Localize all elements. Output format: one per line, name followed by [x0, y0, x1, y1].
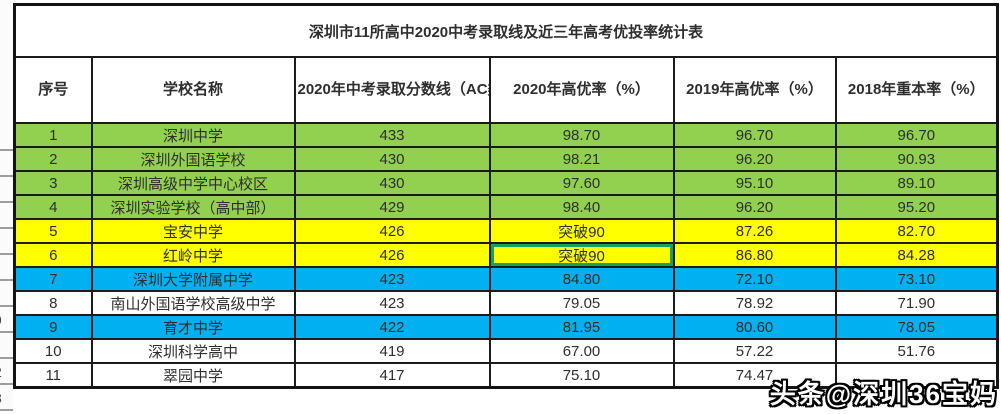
rate-2018-cell[interactable]: 73.10 [834, 266, 999, 292]
score-cell[interactable]: 430 [293, 146, 491, 172]
rank-cell[interactable]: 9 [13, 314, 93, 340]
rank-cell[interactable]: 4 [13, 194, 93, 220]
school-cell[interactable]: 深圳大学附属中学 [90, 266, 296, 292]
school-cell[interactable]: 翠园中学 [90, 362, 296, 389]
rate-2020-cell[interactable]: 81.95 [488, 314, 675, 340]
gutter-row-lines [0, 125, 13, 412]
rate-2019-cell[interactable]: 95.10 [672, 170, 837, 196]
score-cell[interactable]: 423 [293, 290, 491, 316]
rate-2019-cell[interactable]: 86.80 [672, 242, 837, 268]
table-title-cell[interactable]: 深圳市11所高中2020中考录取线及近三年高考优投率统计表 [13, 3, 999, 58]
table-row: 7 深圳大学附属中学 423 84.80 72.10 73.10 [13, 266, 999, 292]
rate-2019-cell[interactable]: 96.20 [672, 146, 837, 172]
score-cell[interactable]: 433 [293, 122, 491, 148]
selected-cell[interactable]: 突破90 [488, 242, 675, 268]
rate-2018-cell[interactable]: 51.76 [834, 338, 999, 364]
rate-2018-cell[interactable]: 90.93 [834, 146, 999, 172]
table-row: 8 南山外国语学校高级中学 423 79.05 78.92 71.90 [13, 290, 999, 316]
school-cell[interactable]: 深圳实验学校（高中部） [90, 194, 296, 220]
gutter-row-number-fragment: 2 [0, 359, 12, 385]
gutter-row-number-fragment: 9 [0, 307, 12, 333]
score-cell[interactable]: 430 [293, 170, 491, 196]
school-cell[interactable]: 南山外国语学校高级中学 [90, 290, 296, 316]
rate-2020-cell[interactable]: 84.80 [488, 266, 675, 292]
rate-2019-cell[interactable]: 96.70 [672, 122, 837, 148]
col-header-score[interactable]: 2020年中考录取分数线（AC类） [293, 56, 491, 124]
rate-2018-cell[interactable]: 78.05 [834, 314, 999, 340]
rate-2019-cell[interactable]: 74.47 [672, 362, 837, 389]
row-gutter: 9 2 3 [0, 0, 13, 414]
rank-cell[interactable]: 5 [13, 218, 93, 244]
table-row: 11 翠园中学 417 75.10 74.47 [13, 362, 999, 389]
school-cell[interactable]: 育才中学 [90, 314, 296, 340]
rate-2020-cell[interactable]: 79.05 [488, 290, 675, 316]
rank-cell[interactable]: 6 [13, 242, 93, 268]
col-header-school[interactable]: 学校名称 [90, 56, 296, 124]
school-cell[interactable]: 深圳科学高中 [90, 338, 296, 364]
rate-2020-cell[interactable]: 98.40 [488, 194, 675, 220]
school-cell[interactable]: 深圳高级中学中心校区 [90, 170, 296, 196]
rate-2019-cell[interactable]: 72.10 [672, 266, 837, 292]
rank-cell[interactable]: 11 [13, 362, 93, 389]
rate-2018-cell[interactable]: 89.10 [834, 170, 999, 196]
rank-cell[interactable]: 8 [13, 290, 93, 316]
table-row: 2 深圳外国语学校 430 98.21 96.20 90.93 [13, 146, 999, 172]
rank-cell[interactable]: 3 [13, 170, 93, 196]
col-header-rate-2020[interactable]: 2020年高优率（%） [488, 56, 675, 124]
rate-2018-cell[interactable]: 96.70 [834, 122, 999, 148]
col-header-rate-2019[interactable]: 2019年高优率（%） [672, 56, 837, 124]
rank-cell[interactable]: 10 [13, 338, 93, 364]
gutter-row-number-fragment: 3 [0, 385, 12, 411]
col-header-rate-2018[interactable]: 2018年重本率（%） [834, 56, 999, 124]
col-header-rank[interactable]: 序号 [13, 56, 93, 124]
table-row: 10 深圳科学高中 419 67.00 57.22 51.76 [13, 338, 999, 364]
score-cell[interactable]: 417 [293, 362, 491, 389]
table-row: 5 宝安中学 426 突破90 87.26 82.70 [13, 218, 999, 244]
school-cell[interactable]: 深圳外国语学校 [90, 146, 296, 172]
rate-2019-cell[interactable]: 78.92 [672, 290, 837, 316]
rate-2020-cell[interactable]: 98.70 [488, 122, 675, 148]
score-cell[interactable]: 426 [293, 242, 491, 268]
table-row: 3 深圳高级中学中心校区 430 97.60 95.10 89.10 [13, 170, 999, 196]
table-title-row: 深圳市11所高中2020中考录取线及近三年高考优投率统计表 [13, 3, 999, 58]
table-header-row: 序号 学校名称 2020年中考录取分数线（AC类） 2020年高优率（%） 20… [13, 56, 999, 124]
rate-2019-cell[interactable]: 96.20 [672, 194, 837, 220]
rate-2020-cell[interactable]: 98.21 [488, 146, 675, 172]
score-cell[interactable]: 422 [293, 314, 491, 340]
rate-2018-cell[interactable]: 84.28 [834, 242, 999, 268]
table-row: 9 育才中学 422 81.95 80.60 78.05 [13, 314, 999, 340]
score-cell[interactable]: 429 [293, 194, 491, 220]
rate-2018-cell[interactable] [834, 362, 999, 389]
rate-2020-cell[interactable]: 突破90 [488, 218, 675, 244]
rate-2020-cell[interactable]: 75.10 [488, 362, 675, 389]
score-cell[interactable]: 426 [293, 218, 491, 244]
school-cell[interactable]: 红岭中学 [90, 242, 296, 268]
toutiao-watermark: 头条@深圳36宝妈 [769, 379, 998, 409]
rank-cell[interactable]: 7 [13, 266, 93, 292]
rate-2020-cell[interactable]: 67.00 [488, 338, 675, 364]
table-row: 6 红岭中学 426 突破90 86.80 84.28 [13, 242, 999, 268]
school-cell[interactable]: 宝安中学 [90, 218, 296, 244]
rank-cell[interactable]: 1 [13, 122, 93, 148]
rate-2019-cell[interactable]: 80.60 [672, 314, 837, 340]
rate-2018-cell[interactable]: 82.70 [834, 218, 999, 244]
rate-2019-cell[interactable]: 87.26 [672, 218, 837, 244]
school-cell[interactable]: 深圳中学 [90, 122, 296, 148]
table-row: 4 深圳实验学校（高中部） 429 98.40 96.20 95.20 [13, 194, 999, 220]
score-cell[interactable]: 419 [293, 338, 491, 364]
rank-cell[interactable]: 2 [13, 146, 93, 172]
rate-2019-cell[interactable]: 57.22 [672, 338, 837, 364]
scores-table: 深圳市11所高中2020中考录取线及近三年高考优投率统计表 序号 学校名称 20… [13, 3, 1000, 389]
rate-2018-cell[interactable]: 71.90 [834, 290, 999, 316]
score-cell[interactable]: 423 [293, 266, 491, 292]
table-row: 1 深圳中学 433 98.70 96.70 96.70 [13, 122, 999, 148]
rate-2018-cell[interactable]: 95.20 [834, 194, 999, 220]
rate-2020-cell[interactable]: 97.60 [488, 170, 675, 196]
